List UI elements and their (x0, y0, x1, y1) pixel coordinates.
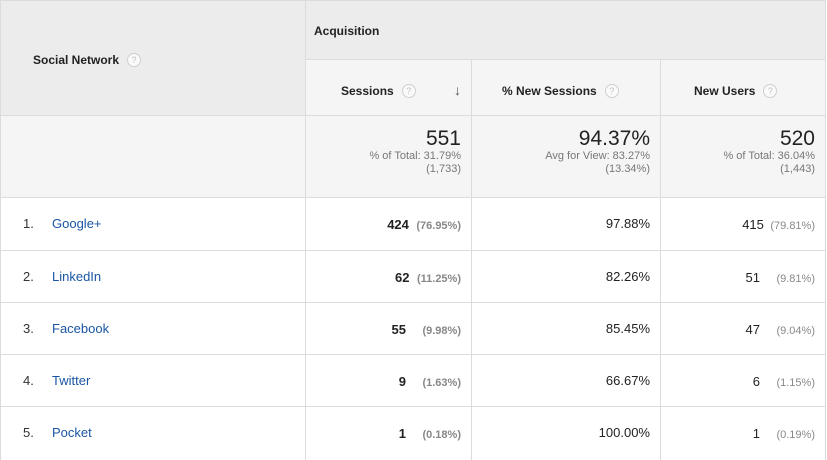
sessions-value: 424 (387, 217, 409, 232)
totals-sessions-value: 551 (425, 127, 461, 150)
help-icon[interactable]: ? (401, 83, 416, 98)
row-new-users: 47 (9.04%) (661, 303, 826, 355)
sessions-value: 1 (398, 426, 407, 441)
totals-new-users: 520 % of Total: 36.04% (1,443) (661, 116, 826, 198)
help-icon[interactable]: ? (127, 52, 142, 67)
row-new-sessions: 66.67% (472, 355, 661, 407)
column-header-new-users[interactable]: New Users? (661, 60, 826, 116)
network-link[interactable]: Pocket (52, 425, 92, 440)
row-new-sessions: 97.88% (472, 198, 661, 251)
totals-new-sessions: 94.37% Avg for View: 83.27% (13.34%) (472, 116, 661, 198)
totals-sessions-line1: % of Total: 31.79% (369, 150, 461, 162)
row-sessions: 424 (76.95%) (306, 198, 472, 251)
row-new-sessions: 100.00% (472, 407, 661, 460)
new-users-percent: (0.19%) (776, 429, 815, 441)
totals-new-users-value: 520 (779, 127, 815, 150)
totals-new-users-line2: (1,443) (780, 163, 815, 175)
new-users-value: 47 (745, 322, 761, 337)
row-sessions: 1 (0.18%) (306, 407, 472, 460)
network-link[interactable]: LinkedIn (52, 269, 102, 284)
row-rank: 5. (23, 425, 34, 440)
sessions-header-label: Sessions (341, 84, 394, 98)
row-new-users: 51 (9.81%) (661, 251, 826, 303)
new-users-value: 6 (752, 374, 761, 389)
row-rank: 1. (23, 216, 34, 231)
row-sessions: 9 (1.63%) (306, 355, 472, 407)
row-new-sessions: 85.45% (472, 303, 661, 355)
new-users-percent: (9.04%) (776, 325, 815, 337)
help-icon[interactable]: ? (604, 83, 619, 98)
new-users-percent: (9.81%) (776, 273, 815, 285)
dimension-header[interactable]: Social Network? (0, 1, 306, 116)
table-row[interactable]: 2. LinkedIn (0, 251, 306, 303)
sessions-percent: (1.63%) (422, 377, 461, 389)
acquisition-label: Acquisition (314, 24, 380, 38)
table-row[interactable]: 1. Google+ (0, 198, 306, 251)
row-rank: 4. (23, 373, 34, 388)
sessions-value: 9 (398, 374, 407, 389)
new-users-percent: (1.15%) (776, 377, 815, 389)
row-new-users: 415 (79.81%) (661, 198, 826, 251)
row-rank: 2. (23, 269, 34, 284)
table-row[interactable]: 4. Twitter (0, 355, 306, 407)
sessions-value: 55 (391, 322, 407, 337)
network-link[interactable]: Google+ (52, 216, 102, 231)
row-new-users: 6 (1.15%) (661, 355, 826, 407)
new-users-value: 1 (752, 426, 761, 441)
sessions-percent: (9.98%) (422, 325, 461, 337)
sessions-value: 62 (395, 270, 410, 285)
sessions-percent: (11.25%) (416, 273, 461, 285)
totals-label-cell (0, 116, 306, 198)
acquisition-group-header: Acquisition (306, 1, 826, 60)
row-sessions: 55 (9.98%) (306, 303, 472, 355)
row-new-users: 1 (0.19%) (661, 407, 826, 460)
row-sessions: 62 (11.25%) (306, 251, 472, 303)
network-link[interactable]: Facebook (52, 321, 110, 336)
new-users-value: 415 (742, 217, 764, 232)
column-header-sessions[interactable]: Sessions? ↓ (306, 60, 472, 116)
dimension-header-label: Social Network (33, 53, 120, 67)
column-header-new-sessions[interactable]: % New Sessions? (472, 60, 661, 116)
table-row[interactable]: 5. Pocket (0, 407, 306, 460)
totals-new-sessions-value: 94.37% (578, 127, 650, 150)
new-users-value: 51 (745, 270, 761, 285)
row-rank: 3. (23, 321, 34, 336)
table-row[interactable]: 3. Facebook (0, 303, 306, 355)
totals-sessions: 551 % of Total: 31.79% (1,733) (306, 116, 472, 198)
totals-new-sessions-line2: (13.34%) (605, 163, 650, 175)
new-sessions-header-label: % New Sessions (502, 84, 597, 98)
totals-new-sessions-line1: Avg for View: 83.27% (545, 150, 650, 162)
sessions-percent: (0.18%) (422, 429, 461, 441)
new-users-header-label: New Users (694, 84, 756, 98)
totals-new-users-line1: % of Total: 36.04% (723, 150, 815, 162)
network-link[interactable]: Twitter (52, 373, 91, 388)
sort-descending-icon[interactable]: ↓ (454, 82, 461, 98)
new-users-percent: (79.81%) (770, 220, 815, 232)
totals-sessions-line2: (1,733) (426, 163, 461, 175)
sessions-percent: (76.95%) (416, 220, 461, 232)
help-icon[interactable]: ? (763, 83, 778, 98)
row-new-sessions: 82.26% (472, 251, 661, 303)
